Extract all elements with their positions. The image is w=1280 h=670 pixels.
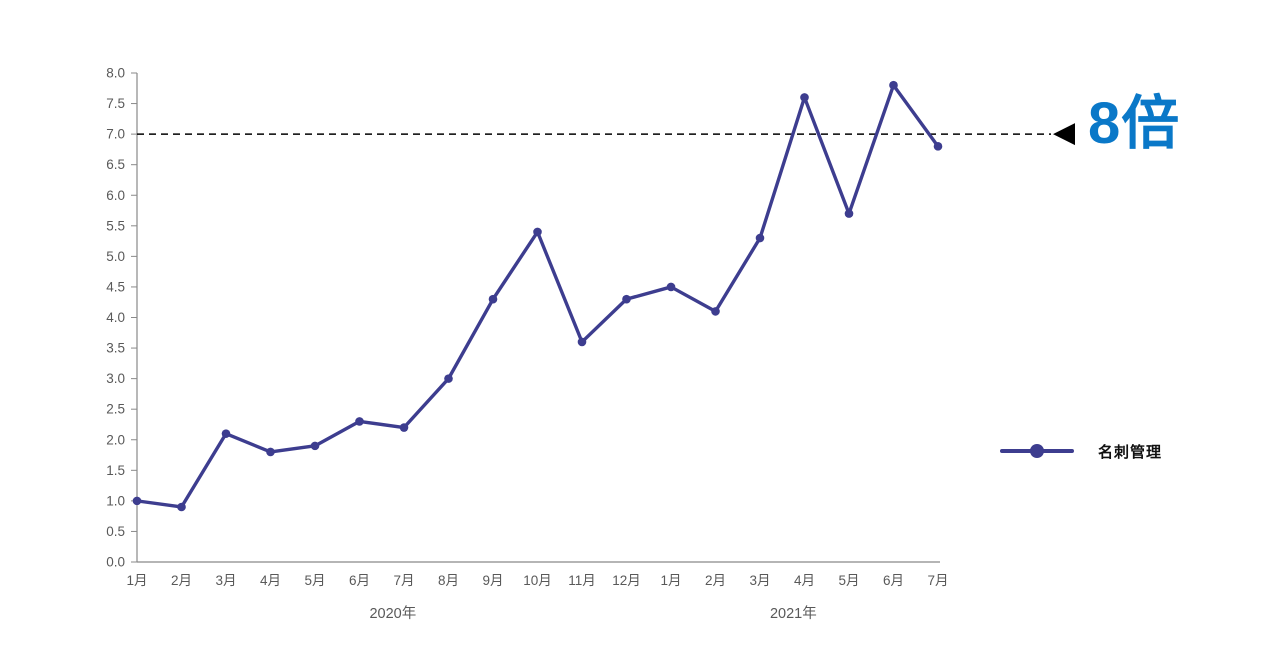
data-point-marker — [266, 447, 275, 457]
y-tick-label: 4.0 — [106, 310, 125, 325]
legend-series-label: 名刺管理 — [1098, 443, 1163, 461]
y-tick-label: 5.0 — [106, 249, 125, 264]
x-tick-label: 6月 — [883, 573, 904, 588]
data-point-marker — [533, 227, 542, 237]
year-label: 2021年 — [770, 605, 817, 622]
data-point-marker — [399, 423, 409, 432]
data-point-marker — [355, 417, 364, 426]
data-point-marker — [666, 282, 676, 292]
annotation-multiplier-label: 8倍 — [1088, 91, 1181, 156]
data-point-marker — [132, 496, 142, 506]
y-tick-label: 7.0 — [106, 127, 125, 142]
series-line — [135, 83, 940, 509]
legend-line-sample — [1000, 444, 1074, 458]
data-point-marker — [755, 233, 765, 243]
x-tick-label: 3月 — [749, 573, 770, 588]
y-tick-label: 2.5 — [106, 402, 125, 417]
x-tick-label: 9月 — [482, 573, 503, 588]
data-point-marker — [488, 294, 498, 304]
y-tick-label: 1.5 — [106, 463, 125, 478]
data-point-marker — [177, 502, 186, 512]
x-tick-label: 5月 — [838, 573, 859, 588]
y-tick-label: 3.0 — [106, 371, 125, 386]
legend-marker-icon — [1030, 444, 1044, 458]
x-tick-label: 7月 — [393, 573, 414, 588]
x-tick-label: 4月 — [794, 573, 815, 588]
x-tick-label: 7月 — [927, 573, 948, 588]
data-point-marker — [800, 93, 809, 102]
x-tick-label: 2月 — [705, 573, 726, 588]
x-tick-label: 3月 — [215, 573, 236, 588]
data-point-marker — [844, 209, 854, 218]
y-tick-label: 1.0 — [106, 493, 125, 508]
x-tick-label: 2月 — [171, 573, 192, 588]
y-tick-label: 6.0 — [106, 188, 125, 203]
data-point-marker — [310, 441, 320, 451]
data-point-marker — [577, 337, 587, 347]
data-point-marker — [933, 142, 943, 151]
y-tick-label: 6.5 — [106, 157, 125, 172]
data-point-marker — [889, 80, 898, 90]
y-tick-label: 0.5 — [106, 524, 125, 539]
data-point-marker — [221, 429, 231, 438]
year-label: 2020年 — [369, 605, 416, 622]
arrow-left-icon — [1053, 123, 1075, 146]
data-point-marker — [711, 307, 720, 316]
y-tick-label: 4.5 — [106, 279, 125, 294]
x-tick-label: 12月 — [612, 573, 641, 588]
x-tick-label: 1月 — [660, 573, 681, 588]
x-tick-label: 11月 — [568, 573, 596, 588]
x-tick-label: 4月 — [260, 573, 281, 588]
y-tick-label: 7.5 — [106, 96, 125, 111]
y-tick-label: 0.0 — [106, 555, 125, 570]
data-point-marker — [444, 374, 453, 383]
x-tick-label: 10月 — [523, 573, 552, 588]
y-tick-label: 5.5 — [106, 218, 125, 233]
legend: 名刺管理 — [1000, 438, 1162, 464]
x-tick-label: 5月 — [304, 573, 325, 588]
x-tick-label: 6月 — [349, 573, 370, 588]
x-tick-label: 1月 — [126, 573, 147, 588]
x-tick-label: 8月 — [438, 573, 459, 588]
y-tick-label: 3.5 — [106, 341, 125, 356]
data-point-marker — [622, 294, 631, 304]
y-tick-label: 2.0 — [106, 432, 125, 447]
y-tick-label: 8.0 — [106, 66, 125, 81]
